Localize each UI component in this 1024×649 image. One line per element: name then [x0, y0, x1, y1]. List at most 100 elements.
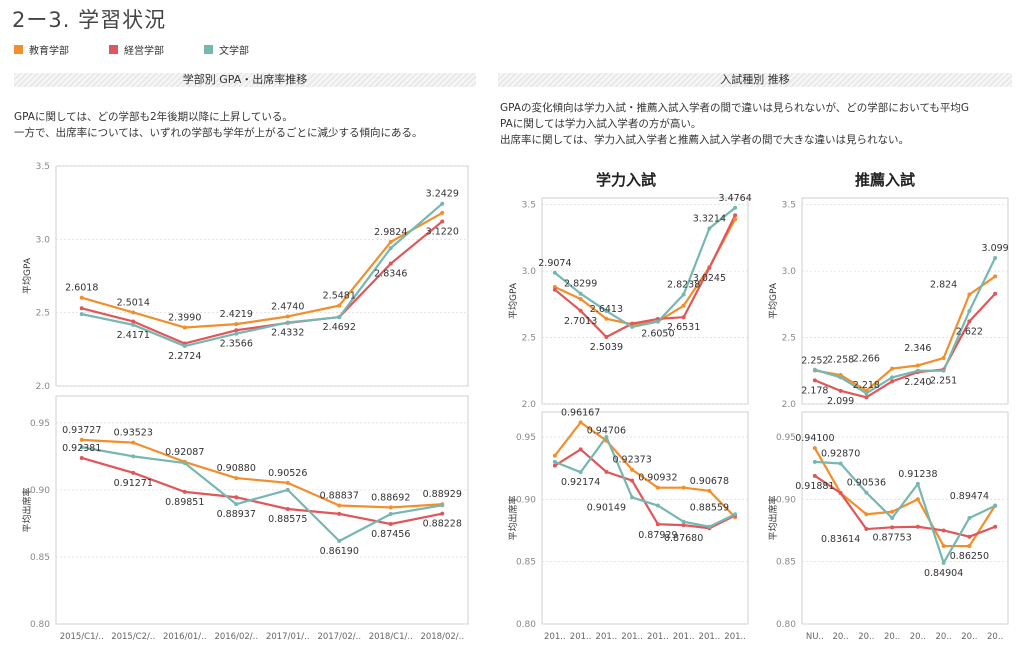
data-label: 0.88228: [423, 519, 462, 530]
data-point: [578, 297, 583, 302]
data-point: [655, 485, 660, 490]
y-tick-label: 0.95: [30, 419, 50, 429]
data-point: [604, 308, 609, 313]
data-label: 0.92174: [561, 477, 600, 488]
y-tick-label: 0.85: [30, 553, 50, 563]
y-tick-label: 0.90: [776, 495, 796, 505]
data-point: [440, 201, 445, 206]
legend-item-business[interactable]: 経営学部: [109, 42, 164, 57]
data-label: 2.622: [956, 326, 983, 337]
data-point: [733, 217, 738, 222]
data-label: 0.90536: [847, 478, 886, 489]
x-tick-label: 2016/02/..: [214, 632, 258, 642]
y-axis-title: 平均GPA: [21, 257, 33, 294]
data-label: 0.86250: [950, 551, 989, 562]
data-point: [440, 210, 445, 215]
data-point: [655, 522, 660, 527]
plot-frame: [801, 411, 1009, 625]
data-point: [864, 391, 869, 396]
data-point: [941, 544, 946, 549]
series-line: [814, 460, 996, 564]
x-tick-label: 2018/02/..: [420, 632, 464, 642]
data-label: 0.90932: [638, 473, 677, 484]
data-label: 2.8299: [564, 279, 597, 290]
y-tick-label: 2.5: [782, 334, 796, 344]
x-tick-label: 201..: [544, 632, 566, 642]
y-axis-title: 平均出席率: [21, 487, 33, 532]
data-point: [578, 420, 583, 425]
x-tick-label: 20..: [858, 632, 874, 642]
data-label: 3.2429: [426, 189, 459, 200]
data-point: [79, 306, 84, 311]
data-label: 2.218: [853, 380, 880, 391]
data-label: 2.251: [930, 376, 957, 387]
data-point: [440, 503, 445, 508]
data-label: 3.4764: [719, 193, 752, 204]
data-point: [234, 502, 239, 507]
data-label: 2.9824: [374, 227, 407, 238]
data-point: [915, 524, 920, 529]
subtitle-recommendation: 推薦入試: [855, 171, 916, 189]
series-line: [81, 220, 443, 345]
data-label: 2.5014: [117, 297, 150, 308]
data-point: [967, 534, 972, 539]
x-tick-label: 201..: [699, 632, 721, 642]
series-line: [81, 202, 443, 348]
data-label: 2.4740: [271, 301, 304, 312]
data-label: 2.9074: [538, 258, 571, 269]
data-label: 0.96167: [561, 407, 600, 418]
data-point: [838, 388, 843, 393]
series-line: [814, 474, 996, 538]
data-point: [890, 525, 895, 530]
data-point: [890, 509, 895, 514]
series-line: [814, 292, 996, 399]
data-label: 0.87456: [371, 529, 410, 540]
data-point: [967, 544, 972, 549]
data-point: [552, 463, 557, 468]
y-tick-label: 0.85: [776, 558, 796, 568]
data-point: [552, 459, 557, 464]
legend-item-education[interactable]: 教育学部: [14, 42, 69, 57]
data-point: [604, 434, 609, 439]
data-label: 0.86190: [320, 546, 359, 557]
x-tick-label: 2017/02/..: [317, 632, 361, 642]
legend-item-letters[interactable]: 文学部: [204, 42, 249, 57]
data-point: [440, 511, 445, 516]
data-point: [681, 303, 686, 308]
data-label: 2.4692: [323, 322, 356, 333]
data-point: [890, 379, 895, 384]
data-point: [131, 440, 136, 445]
data-label: 2.4332: [271, 327, 304, 338]
left-panel-title: 学部別 GPA・出席率推移: [14, 73, 476, 87]
x-tick-label: 201..: [570, 632, 592, 642]
data-label: 0.83614: [821, 534, 860, 545]
y-tick-label: 0.80: [30, 620, 50, 630]
data-point: [578, 308, 583, 313]
data-point: [890, 366, 895, 371]
data-label: 0.91238: [898, 469, 937, 480]
data-point: [967, 308, 972, 313]
data-label: 2.346: [904, 343, 931, 354]
data-label: 2.4219: [220, 309, 253, 320]
data-point: [388, 505, 393, 510]
right-note-line-2: PAに関しては学力入試入学者の方が高い。: [500, 118, 702, 130]
data-point: [630, 495, 635, 500]
data-label: 2.6531: [667, 322, 700, 333]
data-point: [630, 324, 635, 329]
plot-frame: [801, 197, 1009, 405]
y-tick-label: 2.0: [782, 400, 797, 410]
data-point: [707, 265, 712, 270]
x-tick-label: 201..: [621, 632, 643, 642]
data-point: [838, 491, 843, 496]
data-point: [733, 512, 738, 517]
x-tick-label: 20..: [961, 632, 977, 642]
data-label: 3.0245: [693, 273, 726, 284]
data-point: [630, 467, 635, 472]
data-point: [993, 524, 998, 529]
data-label: 0.87753: [872, 532, 911, 543]
data-label: 0.92870: [821, 449, 860, 460]
data-point: [733, 213, 738, 218]
data-point: [941, 528, 946, 533]
data-point: [941, 560, 946, 565]
chart-gpa-academic: 2.0 2.5 3.0 3.5 平均GPA 2.9074 2.8299 2.6413 2.823…: [507, 193, 752, 410]
